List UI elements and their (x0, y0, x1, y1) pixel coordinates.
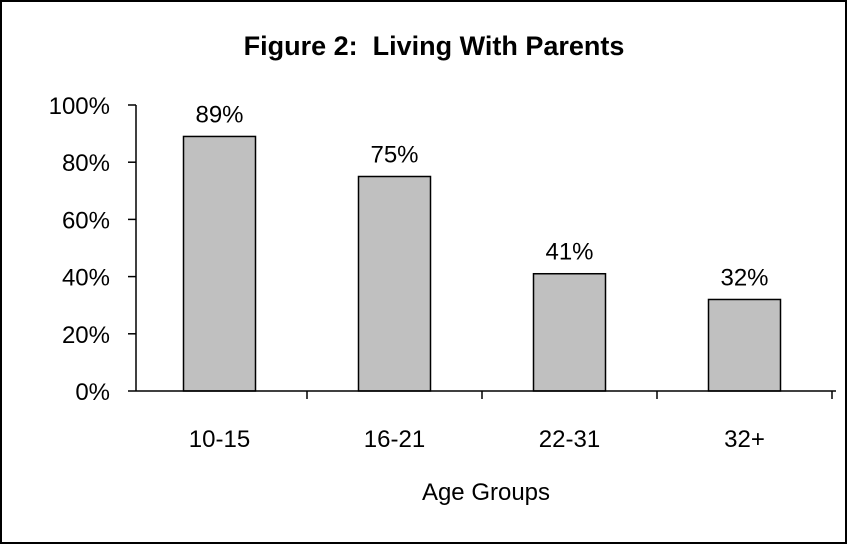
x-tick-label-32+: 32+ (724, 426, 765, 453)
x-tick-label-10-15: 10-15 (189, 426, 250, 453)
bar-32+ (707, 298, 782, 392)
y-tick-label-80: 80% (62, 150, 110, 177)
bar-22-31 (532, 272, 607, 392)
y-tick-label-0: 0% (75, 379, 110, 406)
x-tick-label-22-31: 22-31 (539, 426, 600, 453)
plot-area: 89% 10-15 75% 16-21 41% 22-31 32% 32+ 0% 20% 40% 60… (49, 93, 836, 453)
y-tick-label-40: 40% (62, 265, 110, 292)
chart-title: Figure 2: Living With Parents (244, 31, 625, 61)
x-axis-title: Age Groups (422, 479, 550, 506)
y-tick-label-100: 100% (49, 93, 110, 120)
data-label-16-21: 75% (370, 142, 418, 169)
y-tick-label-20: 20% (62, 322, 110, 349)
bar-16-21 (357, 175, 432, 392)
data-label-10-15: 89% (195, 101, 243, 128)
x-tick-label-16-21: 16-21 (364, 426, 425, 453)
bar-10-15 (182, 135, 257, 392)
data-label-32+: 32% (720, 264, 768, 291)
data-label-22-31: 41% (545, 239, 593, 266)
y-tick-label-60: 60% (62, 207, 110, 234)
